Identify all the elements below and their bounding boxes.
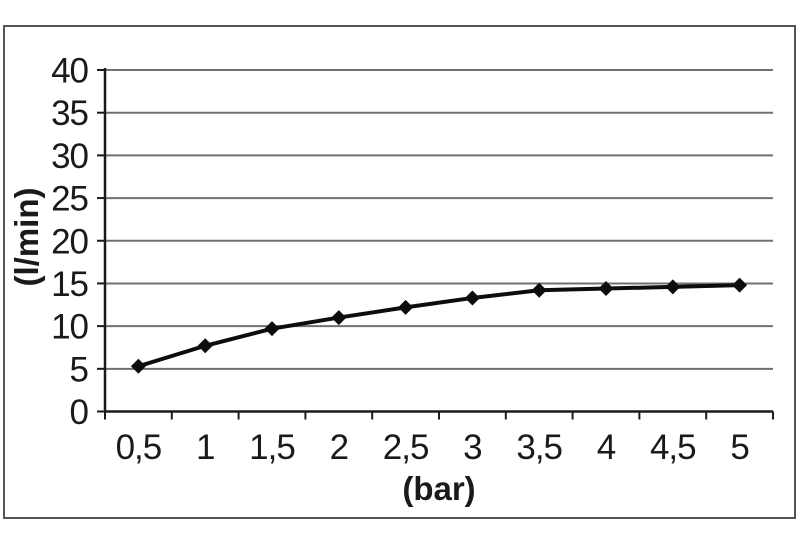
data-point-marker-2,5 xyxy=(398,299,414,315)
data-point-marker-1 xyxy=(197,338,213,354)
data-point-marker-0,5 xyxy=(130,358,146,374)
data-point-marker-2 xyxy=(331,310,347,326)
y-tick-label-5: 5 xyxy=(70,350,88,389)
x-tick-label-4: 4 xyxy=(597,428,616,467)
y-tick-label-20: 20 xyxy=(51,222,88,261)
x-tick-label-1: 1 xyxy=(196,428,214,467)
data-point-marker-3 xyxy=(464,290,480,306)
y-tick-label-35: 35 xyxy=(51,94,88,133)
x-tick-label-0,5: 0,5 xyxy=(116,428,162,467)
y-tick-label-30: 30 xyxy=(51,137,88,176)
data-point-marker-4,5 xyxy=(665,279,681,295)
x-tick-label-2,5: 2,5 xyxy=(383,428,429,467)
x-tick-label-4,5: 4,5 xyxy=(650,428,696,467)
x-tick-label-1,5: 1,5 xyxy=(249,428,295,467)
data-point-marker-1,5 xyxy=(264,321,280,337)
x-tick-label-3,5: 3,5 xyxy=(516,428,562,467)
x-tick-label-2: 2 xyxy=(330,428,348,467)
x-tick-label-3: 3 xyxy=(463,428,481,467)
chart-frame-border xyxy=(3,25,796,519)
y-tick-label-40: 40 xyxy=(51,52,88,91)
x-axis-title: (bar) xyxy=(402,470,475,507)
data-point-marker-3,5 xyxy=(531,282,547,298)
y-axis-title: (l/min) xyxy=(8,188,45,287)
x-tick-label-5: 5 xyxy=(730,428,748,467)
data-point-marker-5 xyxy=(732,277,748,293)
data-point-marker-4 xyxy=(598,281,614,297)
y-tick-label-0: 0 xyxy=(70,393,89,432)
series-line xyxy=(136,283,742,369)
y-tick-label-10: 10 xyxy=(51,308,88,347)
y-tick-label-15: 15 xyxy=(51,265,88,304)
y-tick-label-25: 25 xyxy=(51,180,88,219)
